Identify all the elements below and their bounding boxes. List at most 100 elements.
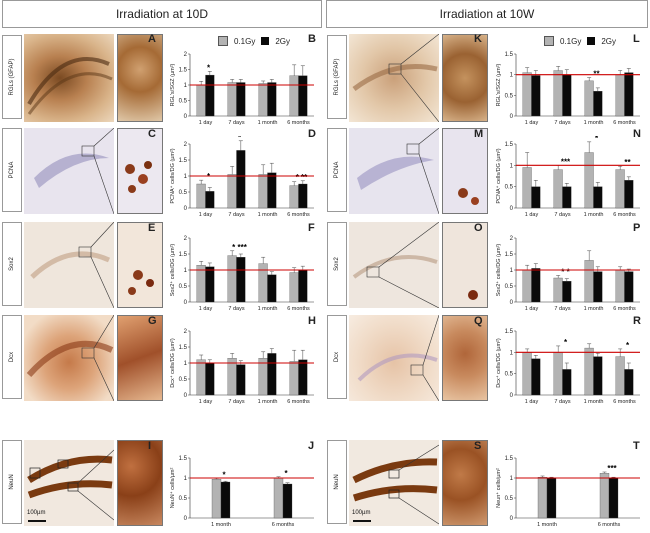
y-tick-label: 0 — [184, 206, 188, 212]
y-tick-label: 0.5 — [505, 185, 514, 191]
panel-letter-t: T — [633, 440, 640, 452]
y-tick-label: 0 — [184, 114, 188, 120]
legend-swatch-black — [587, 37, 596, 45]
x-tick-label: 1 day — [199, 399, 213, 405]
header-right: Irradiation at 10W — [326, 0, 648, 28]
bar — [593, 91, 603, 117]
panel-letter-n: N — [633, 128, 641, 140]
y-axis-label: PCNA⁺ cells/DG (µm²) — [495, 148, 502, 203]
y-tick-label: 0 — [510, 114, 514, 120]
bar — [553, 70, 563, 117]
bar — [258, 174, 268, 209]
micro-image-q — [349, 314, 440, 402]
bar — [562, 186, 572, 209]
bar — [615, 269, 625, 303]
significance-marker: * — [222, 470, 226, 479]
row-label-sox2-left: Sox2 — [2, 222, 22, 306]
bar — [584, 260, 594, 303]
chart-n: PCNA⁺ cells/DG (µm²)00.511.51 day***7 da… — [495, 136, 640, 218]
row-label-text: Sox2 — [9, 257, 15, 271]
y-axis-label: RGL's/SGZ (µm²) — [496, 63, 502, 106]
bar — [236, 257, 246, 303]
micro-image-i: 100µm — [24, 440, 115, 526]
row-label-dcx-right: Dcx — [327, 315, 347, 399]
y-tick-label: 2 — [184, 329, 188, 335]
bar — [236, 364, 246, 396]
x-tick-label: 1 month — [258, 399, 278, 405]
x-tick-label: 6 months — [613, 399, 636, 405]
zoom-image-k — [442, 34, 488, 122]
x-tick-label: 1 month — [258, 120, 278, 126]
bar — [593, 186, 603, 209]
x-tick-label: 1 month — [537, 522, 557, 528]
x-tick-label: 6 months — [272, 522, 295, 528]
bar — [227, 82, 237, 117]
bar — [562, 281, 572, 303]
stained-cells — [125, 161, 152, 193]
micro-image-m — [349, 127, 440, 215]
bar — [522, 269, 532, 303]
micro-image-e — [24, 221, 115, 309]
significance-marker: * — [207, 63, 211, 72]
bar — [289, 361, 299, 396]
y-tick-label: 2 — [510, 236, 514, 242]
row-label-text: Sox2 — [334, 257, 340, 271]
dentate-gyrus-shape — [27, 57, 113, 115]
bar — [211, 479, 222, 519]
bar — [258, 83, 268, 117]
panel-letter-g: G — [148, 315, 157, 327]
x-tick-label: 6 months — [613, 120, 636, 126]
x-tick-label: 6 months — [598, 522, 621, 528]
panel-letter-f: F — [308, 222, 315, 234]
row-label-text: PCNA — [9, 161, 15, 179]
bar — [531, 186, 541, 209]
panel-letter-a: A — [148, 33, 156, 45]
x-tick-label: 1 month — [258, 212, 278, 218]
y-tick-label: 1 — [184, 174, 188, 180]
bar — [615, 169, 625, 209]
bar — [624, 369, 634, 396]
stained-cells — [468, 290, 478, 300]
y-axis-label: RGL's/SGZ (µm²) — [170, 63, 176, 106]
legend-right: 0.1Gy 2Gy — [544, 36, 616, 46]
bar — [562, 369, 572, 396]
row-label-text: NeuN — [334, 474, 340, 490]
zoom-image-m — [442, 128, 488, 214]
bar — [227, 174, 237, 209]
bar — [522, 352, 532, 396]
y-tick-label: 0 — [510, 300, 514, 306]
significance-marker: *** — [561, 157, 571, 166]
x-tick-label: 6 months — [287, 120, 310, 126]
y-tick-label: 1.5 — [179, 345, 188, 351]
y-tick-label: 0 — [510, 516, 514, 522]
bar — [196, 84, 206, 117]
x-tick-label: 6 months — [287, 212, 310, 218]
significance-marker: * — [207, 172, 211, 181]
y-axis-label: NeuN⁺ cells/µm² — [169, 468, 176, 509]
zoom-image-c — [117, 128, 163, 214]
y-tick-label: 1.5 — [505, 142, 514, 148]
chart-l: RGL's/SGZ (µm²) 0 0.5 1 1.5 1 day 7 days ** 1 mo… — [496, 52, 640, 126]
bar — [584, 347, 594, 396]
y-tick-label: 0 — [184, 300, 188, 306]
bar — [522, 167, 532, 209]
y-tick-label: 1 — [184, 268, 188, 274]
y-tick-label: 0 — [184, 516, 188, 522]
bar — [227, 255, 237, 303]
significance-marker: * — [284, 469, 288, 478]
chart-f: Sox2⁺ cells/DG (µm²) 0 0.5 1 1.5 2 1 day * *** 7… — [169, 236, 314, 312]
x-tick-label: 7 days — [554, 120, 570, 126]
zoom-image-i — [117, 440, 163, 526]
x-tick-label: 7 days — [228, 120, 244, 126]
bar — [267, 172, 277, 209]
scale-bar — [28, 520, 46, 522]
bar — [531, 358, 541, 396]
row-label-rgl-right: RGLs (GFAP) — [327, 35, 347, 119]
scale-bar-label: 100µm — [27, 510, 46, 516]
bar — [553, 169, 563, 209]
significance-marker: * ** — [296, 173, 308, 182]
zoom-image-s — [442, 440, 488, 526]
significance-marker: *** — [607, 464, 617, 473]
scale-bar — [353, 520, 371, 522]
panel-letter-p: P — [633, 222, 641, 234]
